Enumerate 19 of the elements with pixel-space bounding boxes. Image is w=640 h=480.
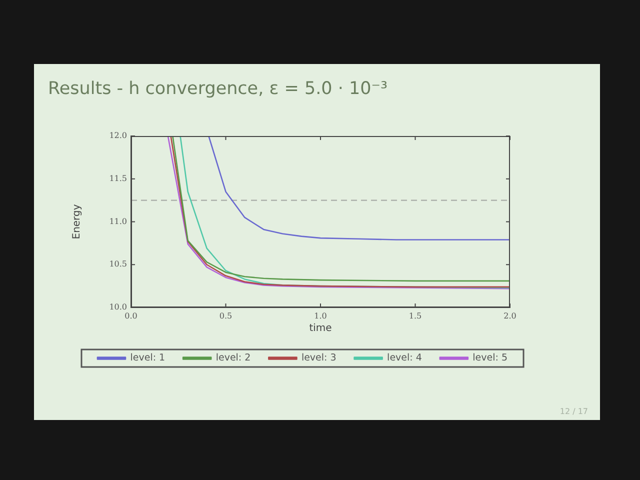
x-tick-label: 1.0 [314,311,327,320]
legend-label: level: 1 [130,352,166,364]
x-tick-label: 0.5 [219,311,232,320]
x-tick-label: 1.5 [408,311,422,320]
text: 12 / 17 [560,407,588,416]
legend-label: level: 3 [301,352,336,364]
legend-label: level: 5 [472,352,508,364]
legend-label: level: 2 [216,352,251,364]
x-tick-label: 2.0 [504,311,516,320]
y-axis-title: Energy [72,204,83,240]
y-tick-label: 11.0 [109,216,127,226]
y-tick-label: 11.5 [109,174,127,183]
x-axis-title: time [309,323,332,334]
x-tick-label: 0.0 [124,311,138,320]
chart-title: Results - h convergence, ε = 5.0 · 10⁻³ [48,79,388,99]
y-tick-label: 10.5 [109,260,127,269]
y-tick-label: 10.0 [109,302,127,312]
y-tick-label: 12.0 [109,131,127,140]
legend-label: level: 4 [387,352,422,364]
